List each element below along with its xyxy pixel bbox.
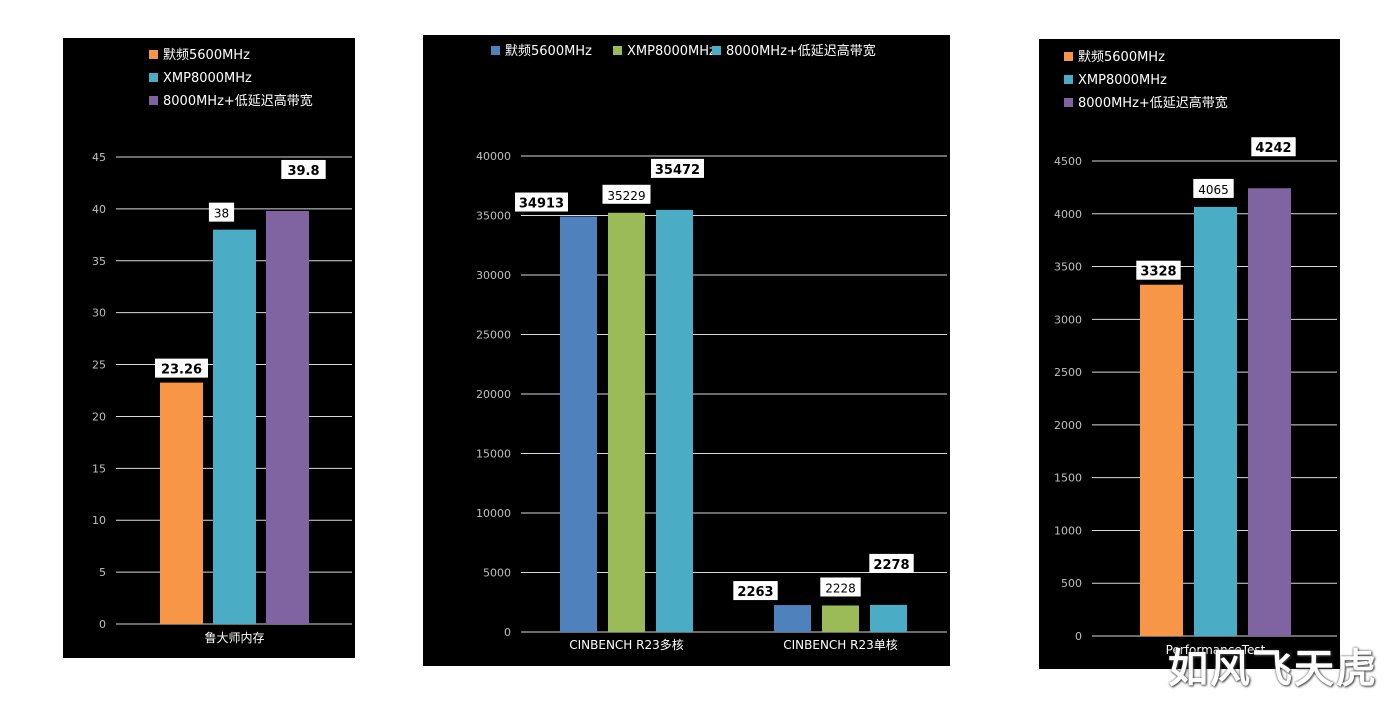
- category-label: CINBENCH R23多核: [569, 638, 684, 652]
- y-tick-label: 500: [1061, 577, 1082, 590]
- bar: [213, 229, 256, 624]
- y-tick-label: 5000: [483, 567, 511, 580]
- data-label: 3328: [1140, 265, 1176, 280]
- y-tick-label: 25000: [476, 329, 511, 342]
- data-label-box: [515, 192, 568, 212]
- data-label: 38: [214, 207, 229, 221]
- data-label-box: [1193, 178, 1234, 198]
- legend-label: 默频5600MHz: [163, 47, 250, 63]
- bar: [608, 212, 645, 632]
- legend-swatch: [1064, 98, 1073, 107]
- legend-swatch: [712, 46, 721, 55]
- legend-swatch: [613, 46, 622, 55]
- bar: [774, 605, 811, 632]
- category-label: CINBENCH R23单核: [783, 638, 898, 652]
- y-tick-label: 45: [92, 151, 106, 164]
- legend-label: 8000MHz+低延迟高带宽: [726, 43, 876, 59]
- y-tick-label: 40000: [476, 150, 511, 163]
- y-tick-label: 35: [92, 255, 106, 268]
- legend-label: XMP8000MHz: [163, 71, 252, 86]
- chart-panel-ludashi: 0 5 10 15 20 25 30 35 40 45 默频5600MHz XMP8000MHz 800…: [63, 38, 355, 658]
- data-label-box: [1136, 260, 1181, 280]
- y-tick-label: 1000: [1054, 524, 1082, 537]
- y-tick-label: 10000: [476, 507, 511, 520]
- legend-label: 8000MHz+低延迟高带宽: [163, 93, 313, 109]
- y-tick-label: 20: [92, 410, 106, 423]
- data-label: 2228: [825, 581, 856, 595]
- data-label: 2278: [873, 558, 909, 573]
- watermark-text: 如风飞天虎: [1168, 646, 1378, 692]
- y-tick-label: 4500: [1054, 155, 1082, 168]
- y-tick-label: 3000: [1054, 313, 1082, 326]
- bar: [560, 216, 597, 633]
- data-label-box: [1251, 137, 1296, 157]
- y-tick-label: 15000: [476, 448, 511, 461]
- bar: [870, 604, 907, 632]
- y-tick-label: 10: [92, 514, 106, 527]
- bar: [160, 382, 203, 624]
- data-label-box: [820, 577, 861, 597]
- legend-swatch: [149, 96, 158, 105]
- data-label: 39.8: [287, 164, 319, 179]
- chart-panel-performancetest: 0 500 1000 1500 2000 2500 3000 3500 4000 4500 默频56…: [1039, 39, 1340, 669]
- data-label: 4065: [1198, 183, 1229, 197]
- y-tick-label: 35000: [476, 210, 511, 223]
- y-tick-label: 0: [1075, 630, 1082, 643]
- data-label: 4242: [1255, 141, 1291, 156]
- legend-swatch: [149, 50, 158, 59]
- bar: [1194, 206, 1237, 636]
- chart-panel-cinebench: 0 5000 10000 15000 20000 25000 30000 35000 40000…: [423, 35, 950, 666]
- y-tick-label: 0: [99, 618, 106, 631]
- y-tick-label: 5: [99, 566, 106, 579]
- category-label: PerformanceTest: [1166, 643, 1266, 657]
- data-label-box: [281, 159, 326, 179]
- legend-swatch: [491, 46, 500, 55]
- y-tick-label: 15: [92, 462, 106, 475]
- chart-ludashi-memory: 0 5 10 15 20 25 30 35 40 45 默频5600MHz XMP8000MHz 800…: [92, 47, 352, 645]
- data-label: 2263: [737, 585, 773, 600]
- legend-swatch: [1064, 52, 1073, 61]
- legend-label: 8000MHz+低延迟高带宽: [1078, 95, 1228, 111]
- y-tick-label: 20000: [476, 388, 511, 401]
- bar: [266, 210, 309, 624]
- bar: [1248, 188, 1291, 636]
- data-label-box: [651, 158, 704, 178]
- data-label: 34913: [519, 197, 564, 212]
- data-label: 35472: [655, 163, 700, 178]
- y-tick-label: 30: [92, 307, 106, 320]
- legend-label: XMP8000MHz: [1078, 73, 1167, 88]
- data-label-box: [869, 553, 914, 573]
- legend-swatch: [149, 73, 158, 82]
- y-tick-label: 1500: [1054, 472, 1082, 485]
- y-tick-label: 25: [92, 359, 106, 372]
- y-tick-label: 3500: [1054, 261, 1082, 274]
- y-tick-label: 30000: [476, 269, 511, 282]
- legend-label: 默频5600MHz: [505, 43, 592, 59]
- y-tick-label: 4000: [1054, 208, 1082, 221]
- chart-cinebench-r23: 0 5000 10000 15000 20000 25000 30000 35000 40000…: [476, 43, 947, 652]
- data-label: 23.26: [161, 363, 202, 378]
- category-label: 鲁大师内存: [204, 631, 264, 645]
- data-label: 35229: [607, 189, 645, 203]
- data-label-box: [208, 202, 235, 222]
- bar: [656, 209, 693, 633]
- legend-label: XMP8000MHz: [627, 44, 716, 59]
- y-tick-label: 0: [504, 626, 511, 639]
- data-label-box: [155, 358, 208, 378]
- data-label-box: [733, 581, 778, 601]
- data-label-box: [602, 184, 651, 204]
- y-tick-label: 2500: [1054, 366, 1082, 379]
- bar: [1140, 284, 1183, 636]
- bar: [822, 605, 859, 632]
- y-tick-label: 2000: [1054, 419, 1082, 432]
- legend-swatch: [1064, 75, 1073, 84]
- y-tick-label: 40: [92, 203, 106, 216]
- chart-performancetest: 0 500 1000 1500 2000 2500 3000 3500 4000 4500 默频56…: [1054, 49, 1337, 657]
- legend-label: 默频5600MHz: [1078, 49, 1165, 65]
